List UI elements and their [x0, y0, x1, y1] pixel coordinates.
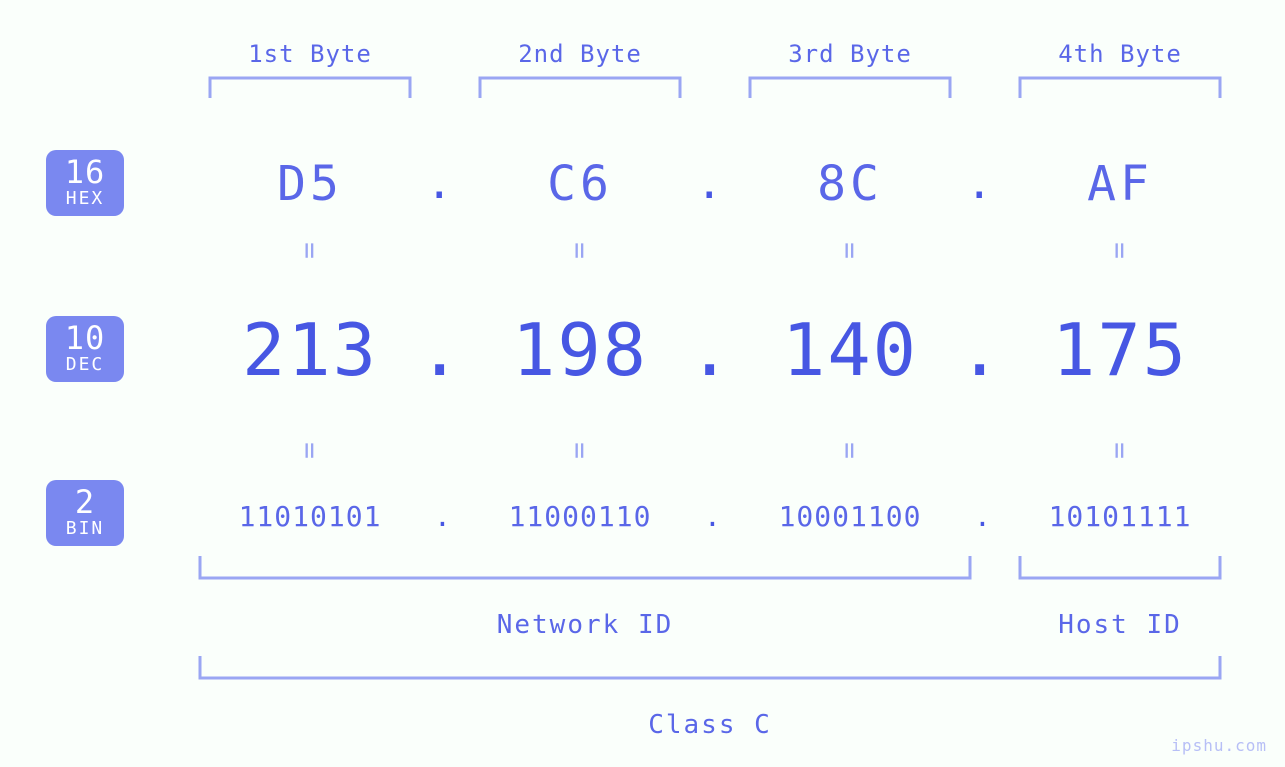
byte-header-1: 1st Byte	[180, 40, 440, 68]
host-id-label: Host ID	[1020, 610, 1220, 640]
bin-dot-1: .	[434, 500, 451, 533]
byte-bracket-1	[210, 78, 410, 100]
dec-dot-1: .	[418, 308, 461, 392]
dec-dot-3: .	[958, 308, 1001, 392]
class-label: Class C	[200, 710, 1220, 740]
host-id-bracket	[1020, 556, 1220, 580]
bin-byte-4: 10101111	[990, 500, 1250, 533]
network-id-bracket	[200, 556, 970, 580]
hex-badge-number: 16	[46, 156, 124, 188]
dec-dot-2: .	[688, 308, 731, 392]
dec-badge-label: DEC	[46, 356, 124, 374]
bin-byte-3: 10001100	[720, 500, 980, 533]
bin-dot-3: .	[974, 500, 991, 533]
network-id-label: Network ID	[200, 610, 970, 640]
eq-dec-bin-1: =	[294, 321, 327, 581]
eq-dec-bin-3: =	[834, 321, 867, 581]
bin-badge: 2 BIN	[46, 480, 124, 546]
bin-badge-label: BIN	[46, 520, 124, 538]
byte-bracket-2	[480, 78, 680, 100]
hex-badge: 16 HEX	[46, 150, 124, 216]
dec-badge-number: 10	[46, 322, 124, 354]
class-bracket	[200, 656, 1220, 680]
dec-badge: 10 DEC	[46, 316, 124, 382]
byte-bracket-4	[1020, 78, 1220, 100]
bin-byte-2: 11000110	[450, 500, 710, 533]
eq-dec-bin-4: =	[1104, 321, 1137, 581]
hex-dot-3: .	[966, 158, 993, 209]
bin-badge-number: 2	[46, 486, 124, 518]
watermark: ipshu.com	[1171, 736, 1267, 755]
hex-badge-label: HEX	[46, 190, 124, 208]
byte-header-4: 4th Byte	[990, 40, 1250, 68]
bin-dot-2: .	[704, 500, 721, 533]
hex-dot-1: .	[426, 158, 453, 209]
byte-header-3: 3rd Byte	[720, 40, 980, 68]
byte-header-2: 2nd Byte	[450, 40, 710, 68]
byte-bracket-3	[750, 78, 950, 100]
bin-byte-1: 11010101	[180, 500, 440, 533]
eq-dec-bin-2: =	[564, 321, 597, 581]
hex-dot-2: .	[696, 158, 723, 209]
